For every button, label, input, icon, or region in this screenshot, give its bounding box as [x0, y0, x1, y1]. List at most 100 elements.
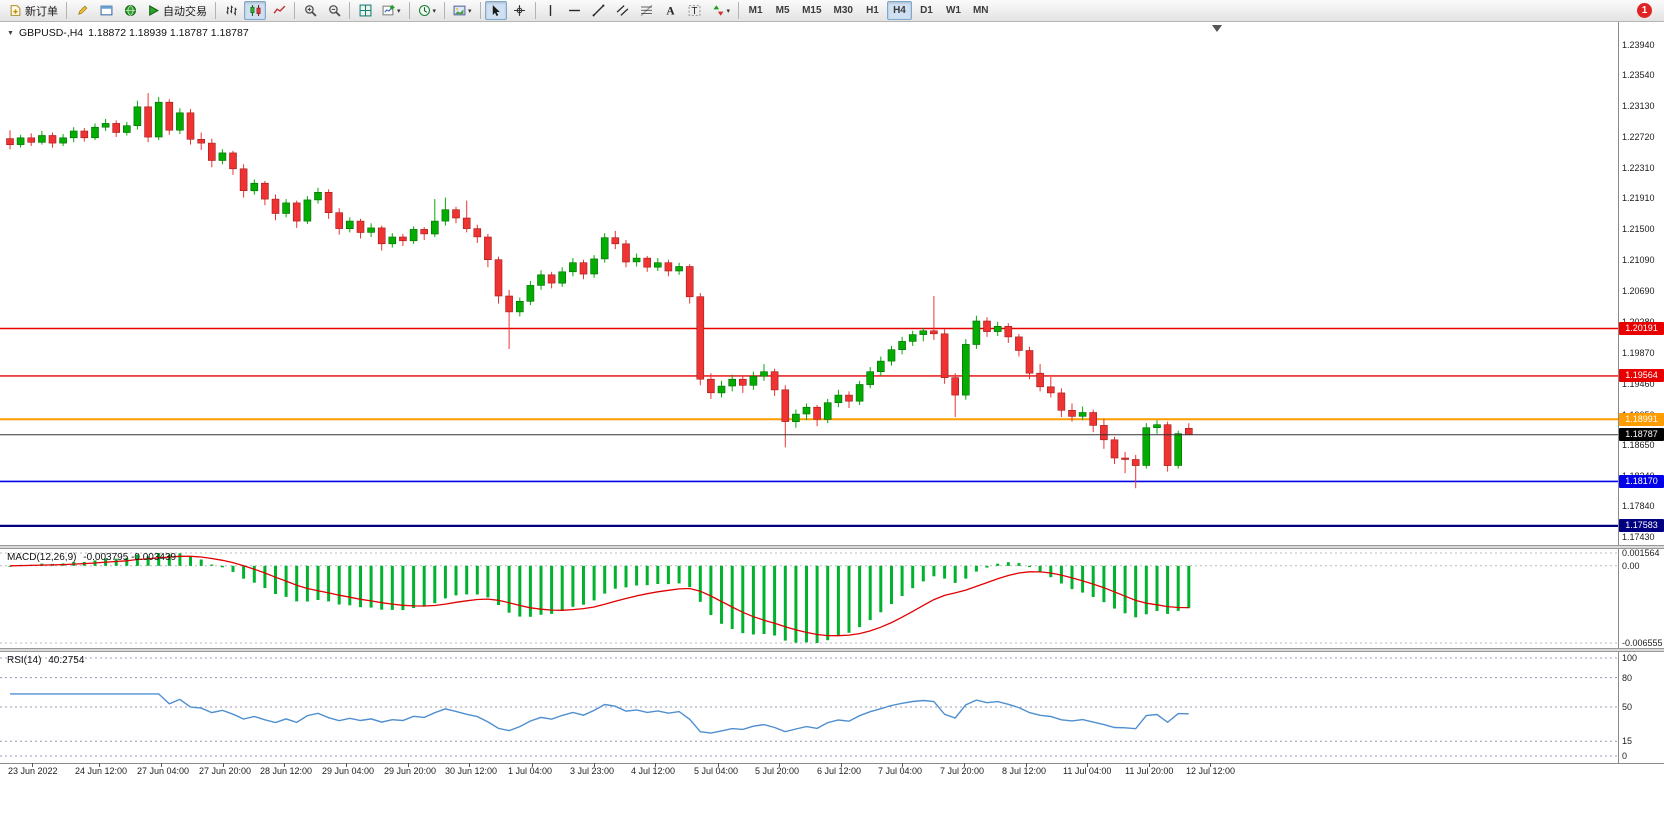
timeframe-mn-button[interactable]: MN [972, 5, 989, 16]
time-axis-label: 27 Jun 04:00 [137, 766, 190, 776]
periods-button[interactable]: ▾ [414, 1, 441, 20]
dropdown-arrow-icon[interactable]: ▾ [468, 7, 472, 15]
dropdown-arrow-icon[interactable]: ▾ [432, 7, 437, 15]
pane-separator[interactable] [0, 648, 1664, 652]
hline-icon [568, 4, 581, 17]
macd-label: MACD(12,26,9) -0.003795 -0.003439 [7, 552, 180, 563]
toolbar-separator [408, 2, 410, 19]
toolbar-separator [534, 2, 536, 19]
new-order-button[interactable]: 新订单 [5, 1, 62, 20]
templates-button[interactable]: ▾ [449, 1, 476, 20]
price-axis-tick: 1.22310 [1622, 163, 1655, 174]
market-watch-button[interactable] [119, 1, 141, 20]
horizontal-line-tool-button[interactable] [564, 1, 586, 20]
label-tool-button[interactable]: T [684, 1, 706, 20]
macd-axis-tick: 0.00 [1622, 560, 1640, 571]
price-flag: 1.18991 [1619, 412, 1664, 426]
time-axis-tick [223, 763, 224, 767]
trendline-tool-button[interactable] [588, 1, 610, 20]
line-chart-mode-button[interactable] [268, 1, 290, 20]
new-chart-button[interactable]: ▾ [378, 1, 405, 20]
autotrading-label: 自动交易 [163, 5, 207, 18]
ohlc-values: 1.18872 1.18939 1.18787 1.18787 [88, 27, 249, 39]
candlesticks [6, 93, 1193, 489]
dropdown-arrow-icon[interactable]: ▾ [397, 7, 401, 15]
timeframe-m1-button[interactable]: M1 [748, 5, 763, 16]
time-axis-label: 5 Jul 20:00 [755, 766, 800, 776]
time-axis-label: 24 Jun 12:00 [75, 766, 128, 776]
timeframe-w1-button[interactable]: W1 [945, 5, 961, 16]
timeframe-m5-button[interactable]: M5 [775, 5, 790, 16]
label-icon: T [688, 4, 701, 17]
dropdown-arrow-icon[interactable]: ▾ [726, 7, 731, 15]
fib-icon [640, 4, 653, 17]
collapse-triangle-icon[interactable]: ▼ [7, 29, 14, 37]
tile-windows-button[interactable] [354, 1, 376, 20]
rsi-value: 40.2754 [48, 655, 85, 666]
time-axis-label: 7 Jul 04:00 [878, 766, 923, 776]
time-axis-label: 23 Jun 2022 [8, 766, 58, 776]
time-axis-tick [902, 763, 903, 767]
price-axis-tick: 1.23940 [1622, 39, 1655, 50]
time-axis-tick [594, 763, 595, 767]
play-icon [147, 4, 160, 17]
bar-chart-mode-button[interactable] [220, 1, 242, 20]
rsi-axis-tick: 50 [1622, 702, 1633, 712]
timeframe-h4-button[interactable]: H4 [886, 1, 912, 20]
timeframe-m15-button[interactable]: M15 [802, 5, 822, 16]
rsi-title: RSI(14) [7, 655, 42, 666]
toolbar-separator [66, 2, 67, 19]
horizontal-lines[interactable] [0, 327, 1618, 527]
zoom-out-button[interactable] [323, 1, 345, 20]
cursor-tool-button[interactable] [484, 1, 507, 20]
zoom-out-icon [328, 4, 341, 17]
rsi-pane[interactable] [0, 652, 1664, 762]
macd-pane[interactable] [0, 549, 1664, 648]
toolbar-separator [349, 2, 350, 19]
terminal-button[interactable] [95, 1, 117, 20]
tile-icon [359, 4, 372, 17]
price-chart-pane[interactable] [0, 22, 1664, 545]
text-tool-button[interactable]: A [660, 1, 682, 20]
time-axis-label: 27 Jun 20:00 [199, 766, 252, 776]
notification-badge[interactable]: 1 [1637, 3, 1652, 18]
metaeditor-button[interactable] [71, 1, 93, 20]
time-axis-label: 6 Jul 12:00 [817, 766, 862, 776]
zoom-in-button[interactable] [299, 1, 321, 20]
channel-tool-button[interactable] [612, 1, 634, 20]
time-axis-tick [346, 763, 347, 767]
vertical-line-tool-button[interactable] [540, 1, 562, 20]
price-flag: 1.19564 [1619, 369, 1664, 383]
cursor-icon [489, 4, 502, 17]
time-axis-tick [1026, 763, 1027, 767]
chart-shift-marker-icon[interactable] [1212, 25, 1222, 32]
candle-chart-mode-button[interactable] [244, 1, 266, 20]
price-flag: 1.17583 [1619, 519, 1664, 533]
chart-symbol-label: ▼ GBPUSD-,H4 1.18872 1.18939 1.18787 1.1… [7, 27, 249, 39]
time-axis-tick [964, 763, 965, 767]
vline-icon [544, 4, 557, 17]
fibonacci-tool-button[interactable] [636, 1, 658, 20]
timeframe-h1-button[interactable]: H1 [866, 5, 879, 16]
arrows-tool-button[interactable]: ▾ [708, 1, 735, 20]
timeframe-d1-button[interactable]: D1 [920, 5, 933, 16]
time-axis-tick [99, 763, 100, 767]
toolbar: 新订单 自动交易 ▾ ▾ ▾ A T ▾ M1 M5 M15 M30 H1 H4 D1 W1 MN 1 [0, 0, 1664, 22]
time-axis-tick [32, 763, 33, 767]
text-icon: A [664, 4, 677, 17]
macd-axis-tick: -0.006555 [1622, 638, 1663, 648]
price-axis-tick: 1.17840 [1622, 501, 1655, 512]
time-axis-label: 8 Jul 12:00 [1002, 766, 1047, 776]
timeframe-m30-button[interactable]: M30 [833, 5, 853, 16]
price-axis-tick: 1.18650 [1622, 440, 1655, 451]
crosshair-tool-button[interactable] [509, 1, 531, 20]
time-axis-tick [1210, 763, 1211, 767]
autotrading-button[interactable]: 自动交易 [143, 1, 211, 20]
price-axis-tick: 1.22720 [1622, 132, 1655, 143]
price-axis-tick: 1.19870 [1622, 347, 1655, 358]
symbol-timeframe: GBPUSD-,H4 [18, 27, 84, 39]
rsi-axis-tick: 15 [1622, 736, 1633, 747]
toolbar-separator [738, 2, 740, 19]
pane-separator[interactable] [0, 545, 1664, 549]
